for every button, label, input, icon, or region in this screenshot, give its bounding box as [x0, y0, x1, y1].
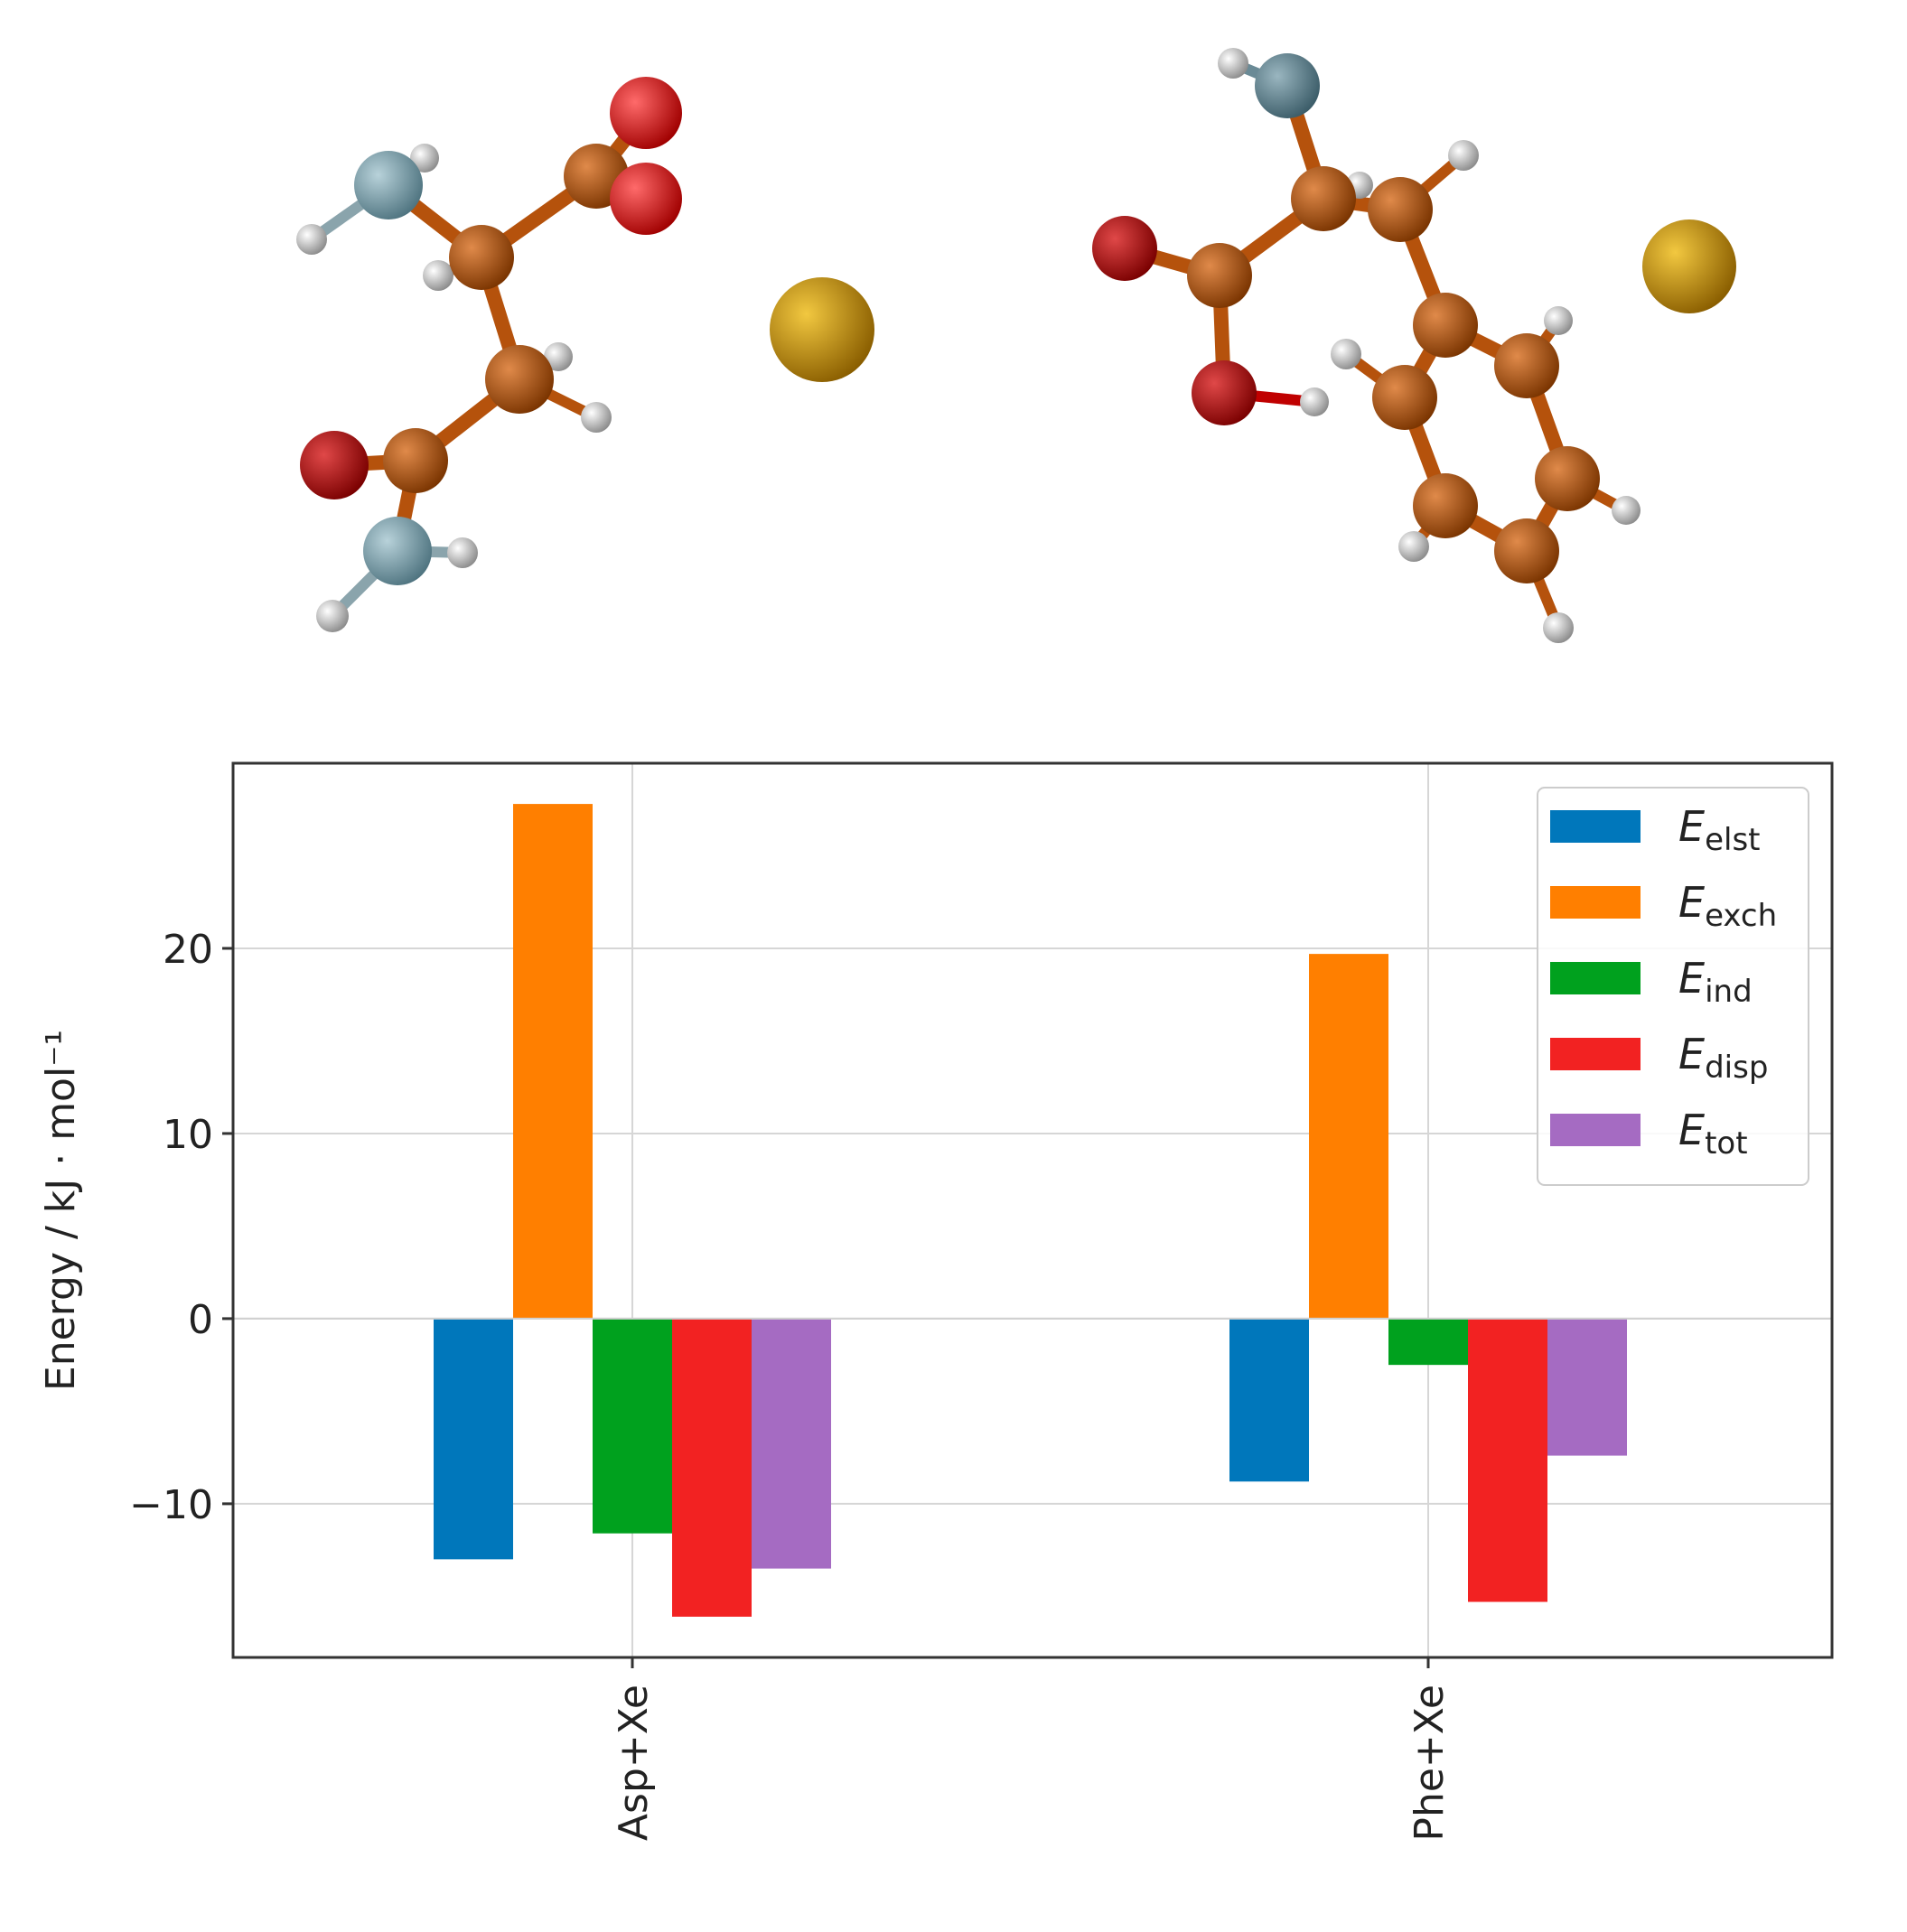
bar-elst-phe-xe: [1229, 1318, 1309, 1482]
legend-label-exch: Eexch: [1678, 878, 1777, 934]
y-tick-label: 0: [188, 1297, 213, 1343]
bar-disp-phe-xe: [1468, 1318, 1547, 1602]
hydrogen-atom: [447, 537, 478, 568]
y-tick-label: 10: [163, 1112, 213, 1158]
carbon-atom: [383, 428, 448, 493]
hydrogen-atom: [1218, 48, 1248, 79]
x-axis-ticks: Asp+Xe Phe+Xe: [611, 1657, 1453, 1842]
hydrogen-atom: [410, 144, 439, 173]
carbon-atom: [1413, 473, 1478, 538]
nitrogen-atom: [354, 151, 423, 219]
bar-elst-asp-xe: [434, 1318, 513, 1560]
carbon-atom: [1535, 446, 1600, 511]
hydrogen-atom: [316, 600, 349, 632]
atoms: [296, 77, 682, 632]
bar-disp-asp-xe: [672, 1318, 752, 1617]
y-axis-ticks: 20 10 0 −10: [129, 927, 233, 1528]
legend-label-tot: Etot: [1678, 1106, 1748, 1162]
carbon-atom: [449, 225, 514, 290]
carbon-atom: [1494, 518, 1559, 583]
carbon-atom: [1368, 177, 1433, 242]
hydrogen-atom: [423, 260, 453, 291]
plot-frame: [231, 761, 1834, 1659]
legend-label-disp: Edisp: [1678, 1030, 1768, 1086]
legend-subscript: exch: [1705, 898, 1777, 934]
legend-swatch-exch: [1550, 886, 1641, 919]
hydrogen-atom: [1331, 339, 1361, 369]
legend-subscript: elst: [1705, 822, 1760, 858]
bar-tot-asp-xe: [752, 1318, 831, 1569]
oxygen-atom: [610, 163, 682, 235]
legend-label-ind: Eind: [1678, 954, 1753, 1010]
bars: [233, 804, 1832, 1617]
legend-subscript: disp: [1705, 1050, 1768, 1086]
oxygen-atom: [1192, 360, 1257, 425]
carbon-atom: [1372, 365, 1437, 430]
y-tick-label: 20: [163, 927, 213, 973]
oxygen-atom: [300, 431, 369, 499]
x-tick-label: Asp+Xe: [611, 1685, 657, 1841]
carbon-atom: [485, 345, 554, 414]
legend-swatch-elst: [1550, 810, 1641, 843]
bar-ind-asp-xe: [593, 1318, 672, 1534]
atoms: [1092, 48, 1641, 643]
legend-symbol: E: [1678, 802, 1705, 851]
oxygen-atom: [610, 77, 682, 149]
legend-swatch-disp: [1550, 1038, 1641, 1070]
molecule-phe-xe: [1092, 48, 1736, 643]
xenon-atom: [1642, 219, 1736, 313]
hydrogen-atom: [1612, 496, 1641, 525]
nitrogen-atom: [1255, 53, 1320, 118]
bar-exch-asp-xe: [513, 804, 593, 1319]
hydrogen-atom: [1543, 612, 1574, 643]
hydrogen-atom: [1398, 531, 1429, 562]
legend-symbol: E: [1678, 878, 1705, 927]
legend-label-elst: Eelst: [1678, 802, 1761, 858]
hydrogen-atom: [296, 224, 327, 255]
oxygen-atom: [1092, 216, 1157, 281]
legend-subscript: ind: [1705, 974, 1753, 1010]
y-axis-label: Energy / kJ · mol⁻¹: [38, 1030, 84, 1391]
carbon-atom: [1413, 293, 1478, 358]
legend-symbol: E: [1678, 1106, 1705, 1154]
legend-swatch-ind: [1550, 962, 1641, 994]
carbon-atom: [1291, 166, 1356, 231]
molecule-asp-xe: [296, 77, 874, 632]
hydrogen-atom: [1300, 387, 1329, 416]
legend-symbol: E: [1678, 954, 1705, 1003]
hydrogen-atom: [581, 402, 612, 433]
legend-swatch-tot: [1550, 1114, 1641, 1146]
legend-symbol: E: [1678, 1030, 1705, 1078]
bar-exch-phe-xe: [1309, 954, 1388, 1319]
hydrogen-atom: [1448, 140, 1479, 171]
legend-subscript: tot: [1705, 1125, 1747, 1162]
y-tick-label: −10: [129, 1482, 213, 1528]
nitrogen-atom: [363, 517, 432, 585]
x-tick-label: Phe+Xe: [1407, 1685, 1453, 1842]
bar-ind-phe-xe: [1388, 1318, 1468, 1366]
xenon-atom: [770, 277, 874, 382]
hydrogen-atom: [544, 342, 573, 371]
carbon-atom: [1187, 243, 1252, 308]
bar-tot-phe-xe: [1547, 1318, 1627, 1456]
bar-chart: 20 10 0 −10 Asp+Xe Phe+Xe Energy / kJ · mol⁻…: [38, 761, 1834, 1842]
carbon-atom: [1494, 333, 1559, 398]
hydrogen-atom: [1544, 306, 1573, 335]
